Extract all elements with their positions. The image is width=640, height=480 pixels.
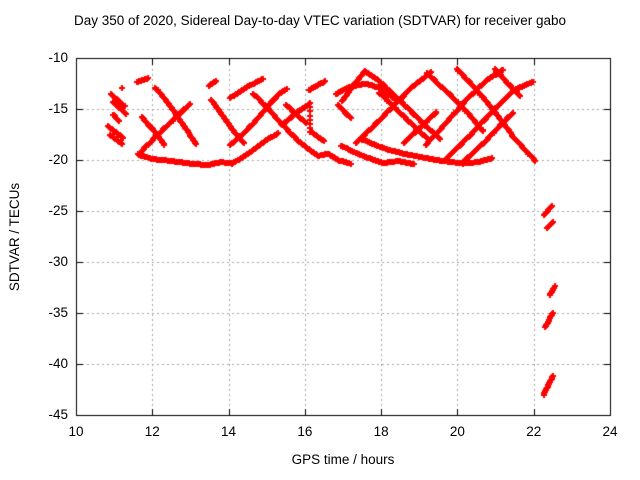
y-tick-label: -10 [48,50,68,65]
y-tick-label: -25 [48,203,68,218]
y-tick-label: -35 [48,305,68,320]
y-tick-label: -30 [48,254,68,269]
x-tick-label: 22 [526,424,542,439]
y-tick-label: -20 [48,152,68,167]
x-tick-label: 18 [373,424,389,439]
x-tick-label: 14 [221,424,237,439]
x-tick-label: 10 [68,424,84,439]
x-tick-label: 12 [144,424,160,439]
y-tick-label: -40 [48,356,68,371]
y-tick-label: -45 [48,407,68,422]
chart-title: Day 350 of 2020, Sidereal Day-to-day VTE… [74,13,566,28]
y-axis-label: SDTVAR / TECUs [7,182,22,292]
x-tick-label: 20 [449,424,465,439]
x-axis-label: GPS time / hours [291,452,395,467]
x-tick-label: 24 [602,424,618,439]
y-tick-label: -15 [48,101,68,116]
x-tick-label: 16 [297,424,313,439]
